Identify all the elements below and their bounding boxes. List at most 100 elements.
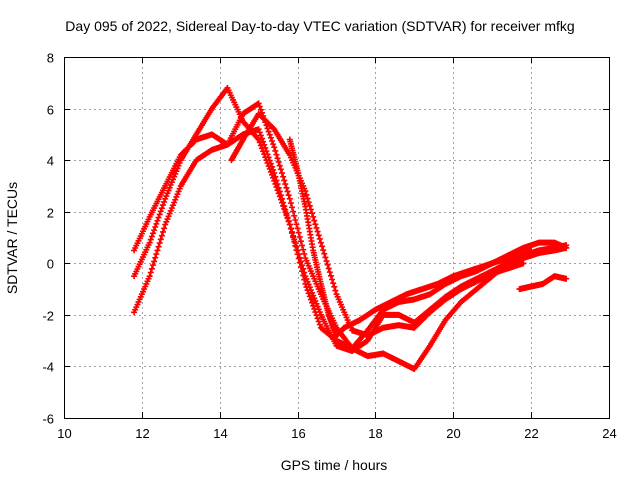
data-point: [275, 190, 282, 197]
data-point: [279, 170, 285, 177]
data-point: [284, 188, 291, 195]
data-point: [315, 318, 322, 325]
data-point: [264, 160, 271, 167]
y-tick-label: 8: [47, 51, 54, 66]
series-track-5: [286, 136, 535, 339]
data-point: [326, 269, 333, 276]
data-point: [274, 155, 281, 162]
y-axis-label: SDTVAR / TECUs: [4, 182, 20, 294]
data-point: [159, 228, 166, 235]
data-point: [268, 171, 275, 178]
x-tick-label: 22: [524, 426, 538, 441]
data-point: [256, 103, 263, 110]
data-point: [307, 296, 314, 303]
chart-title: Day 095 of 2022, Sidereal Day-to-day VTE…: [65, 18, 574, 34]
data-point: [292, 217, 299, 224]
data-point: [262, 154, 269, 161]
data-point: [330, 280, 337, 287]
data-point: [313, 224, 320, 231]
data-point: [149, 230, 156, 237]
y-tick-label: 6: [47, 103, 54, 118]
data-point: [306, 293, 313, 300]
data-point: [332, 287, 339, 294]
data-point: [266, 131, 273, 138]
data-point: [276, 193, 283, 200]
plot-frame: [64, 57, 610, 419]
data-point: [261, 151, 268, 158]
y-tick-label: -4: [42, 360, 54, 375]
data-point: [158, 205, 165, 212]
data-point: [309, 299, 316, 306]
data-point: [289, 228, 296, 235]
data-point: [257, 132, 264, 139]
data-point: [154, 247, 161, 254]
data-point: [157, 236, 164, 243]
data-point: [273, 151, 280, 158]
data-point: [291, 212, 298, 219]
data-point: [300, 246, 307, 253]
data-point: [311, 217, 318, 224]
data-point: [273, 184, 280, 191]
data-point: [265, 163, 272, 170]
data-point: [153, 220, 160, 227]
data-point: [156, 211, 163, 218]
data-point: [296, 233, 303, 240]
data-point: [314, 228, 321, 235]
x-tick-label: 18: [368, 426, 382, 441]
y-tick-label: 2: [47, 206, 54, 221]
data-point: [301, 250, 308, 257]
data-point: [267, 134, 274, 141]
x-tick-label: 14: [213, 426, 227, 441]
data-point: [315, 232, 322, 239]
data-point: [257, 142, 264, 149]
data-point: [322, 254, 329, 261]
data-point: [293, 221, 300, 228]
data-point: [563, 275, 570, 282]
x-tick-label: 20: [446, 426, 460, 441]
data-point: [255, 126, 262, 133]
data-point: [296, 254, 303, 261]
data-point: [300, 265, 307, 272]
data-point: [301, 269, 308, 276]
data-point: [295, 251, 302, 258]
data-point: [280, 202, 287, 209]
data-point: [297, 238, 304, 245]
data-point: [155, 214, 162, 221]
data-point: [152, 254, 159, 261]
data-point: [309, 210, 316, 217]
y-tick-label: -6: [42, 412, 54, 427]
y-tick-label: 0: [47, 257, 54, 272]
data-point: [294, 247, 301, 254]
data-point: [277, 196, 284, 203]
data-point: [155, 243, 162, 250]
data-point: [272, 180, 279, 187]
data-point: [327, 272, 334, 279]
data-point: [260, 148, 267, 155]
x-tick-label: 12: [135, 426, 149, 441]
data-point: [255, 136, 262, 143]
data-point: [323, 258, 330, 265]
data-point: [157, 208, 164, 215]
data-point: [271, 144, 278, 151]
data-point: [286, 221, 293, 228]
data-point: [281, 177, 288, 184]
data-point: [146, 273, 153, 280]
x-tick-label: 24: [602, 426, 616, 441]
data-point: [290, 208, 297, 215]
data-point: [293, 243, 300, 250]
data-point: [158, 232, 165, 239]
data-point: [299, 242, 306, 249]
data-point: [291, 236, 298, 243]
data-point: [314, 315, 321, 322]
data-point: [294, 225, 301, 232]
data-point: [285, 218, 292, 225]
data-point: [256, 139, 263, 146]
data-point: [325, 265, 332, 272]
data-point: [146, 239, 153, 246]
data-point: [289, 204, 296, 211]
data-point: [324, 261, 331, 268]
data-point: [307, 206, 314, 213]
data-point: [270, 141, 277, 148]
y-tick-label: -2: [42, 309, 54, 324]
